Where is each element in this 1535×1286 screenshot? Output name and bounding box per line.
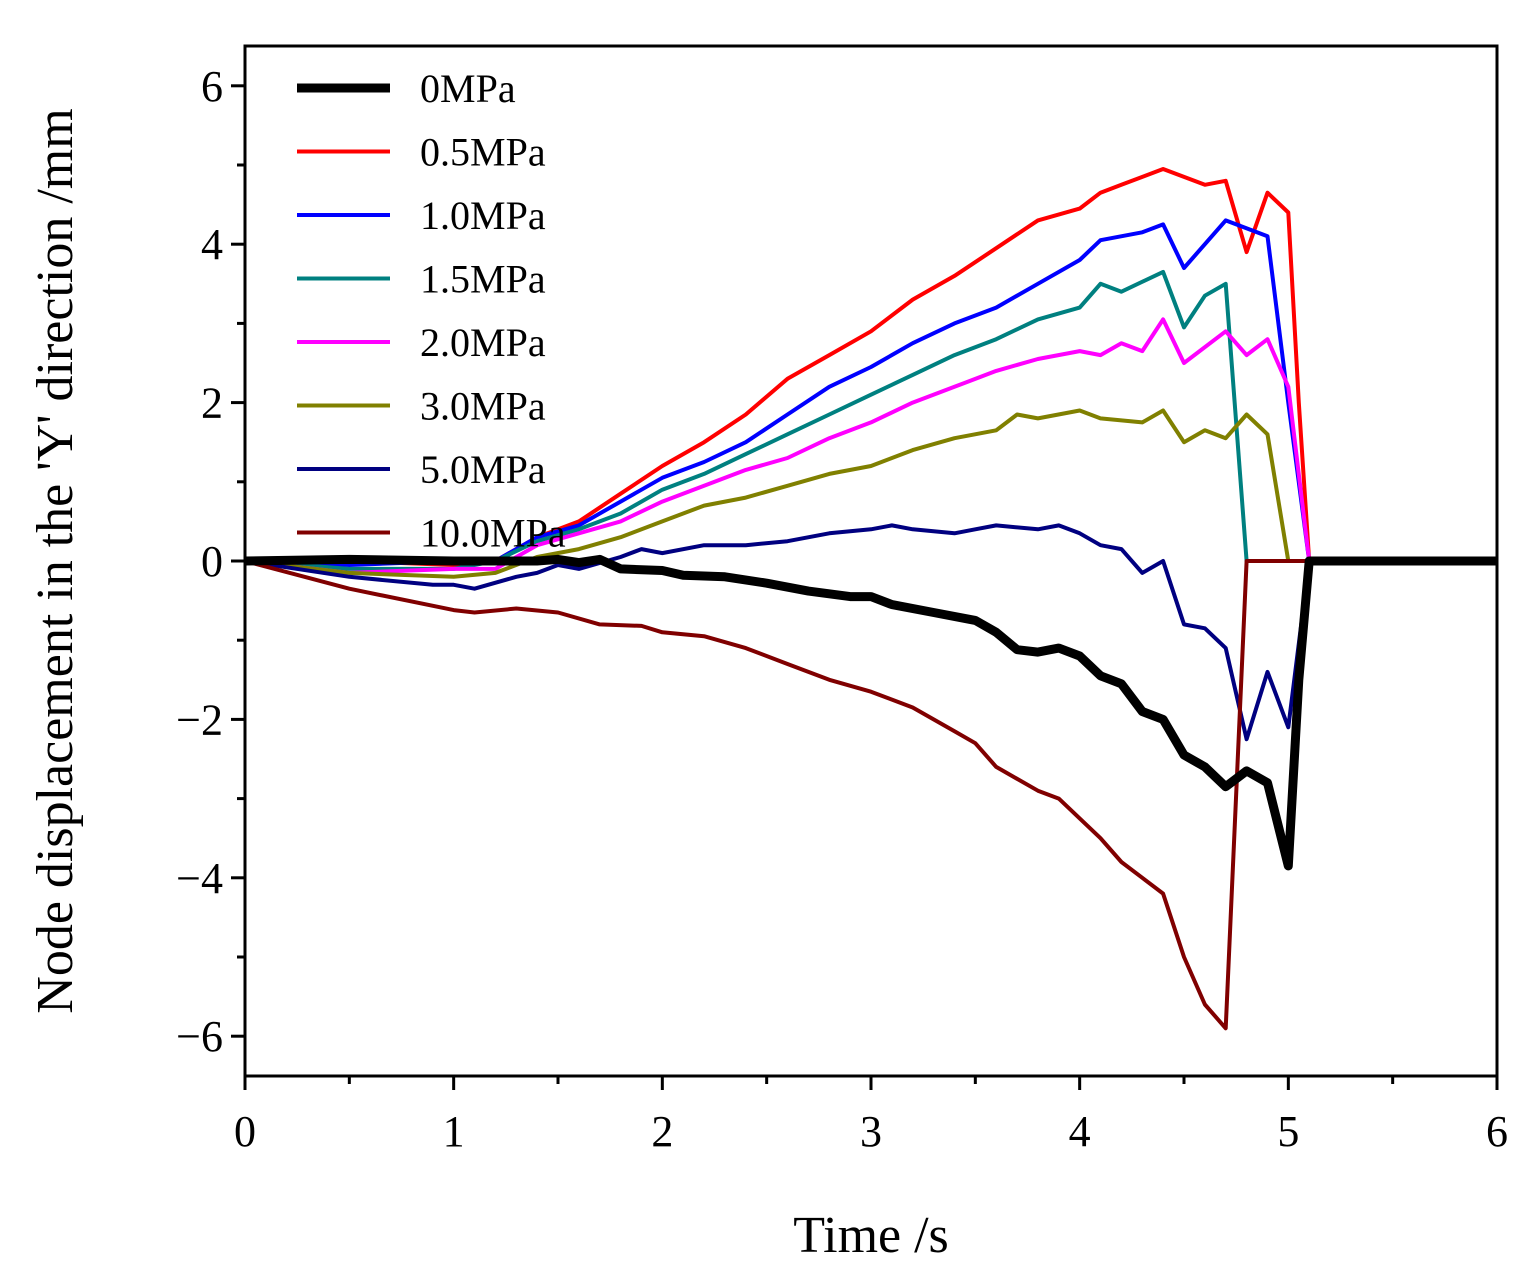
y-tick-label: 4 bbox=[201, 220, 223, 269]
y-tick-label: −6 bbox=[176, 1012, 223, 1061]
x-axis-title: Time /s bbox=[793, 1207, 949, 1264]
legend-label: 0MPa bbox=[420, 66, 516, 111]
y-tick-label: −2 bbox=[176, 695, 223, 744]
series-line-0MPa bbox=[244, 554, 1497, 871]
series-line-3.0MPa bbox=[244, 408, 1497, 579]
x-tick-label: 1 bbox=[443, 1107, 465, 1156]
x-tick-label: 6 bbox=[1486, 1107, 1508, 1156]
series-line-2.0MPa bbox=[244, 317, 1497, 575]
y-axis-title: Node displacement in the 'Y' direction /… bbox=[27, 108, 84, 1013]
legend-label: 5.0MPa bbox=[420, 447, 546, 492]
legend-label: 10.0MPa bbox=[420, 511, 566, 556]
x-tick-label: 2 bbox=[651, 1107, 673, 1156]
legend-label: 3.0MPa bbox=[420, 384, 546, 429]
series-line-1.0MPa bbox=[244, 218, 1497, 567]
x-tick-label: 3 bbox=[860, 1107, 882, 1156]
y-tick-label: 6 bbox=[201, 62, 223, 111]
legend-label: 1.0MPa bbox=[420, 193, 546, 238]
legend-label: 1.5MPa bbox=[420, 257, 546, 302]
legend-label: 2.0MPa bbox=[420, 320, 546, 365]
x-tick-label: 5 bbox=[1277, 1107, 1299, 1156]
y-tick-label: 2 bbox=[201, 379, 223, 428]
series-layer bbox=[244, 167, 1497, 1031]
legend-label: 0.5MPa bbox=[420, 130, 546, 175]
x-tick-label: 0 bbox=[234, 1107, 256, 1156]
tick-layer: 0 1 2 3 4 5 6 −6 −4 −2 0 2 4 6 bbox=[176, 62, 1508, 1156]
y-tick-label: 0 bbox=[201, 537, 223, 586]
y-tick-label: −4 bbox=[176, 854, 223, 903]
series-line-1.5MPa bbox=[244, 269, 1497, 571]
series-line-5.0MPa bbox=[244, 523, 1497, 742]
legend: 0MPa 0.5MPa 1.0MPa 1.5MPa 2.0MPa 3.0MPa 5.0MPa… bbox=[297, 66, 566, 556]
x-tick-label: 4 bbox=[1069, 1107, 1091, 1156]
series-line-10.0MPa bbox=[244, 559, 1497, 1031]
